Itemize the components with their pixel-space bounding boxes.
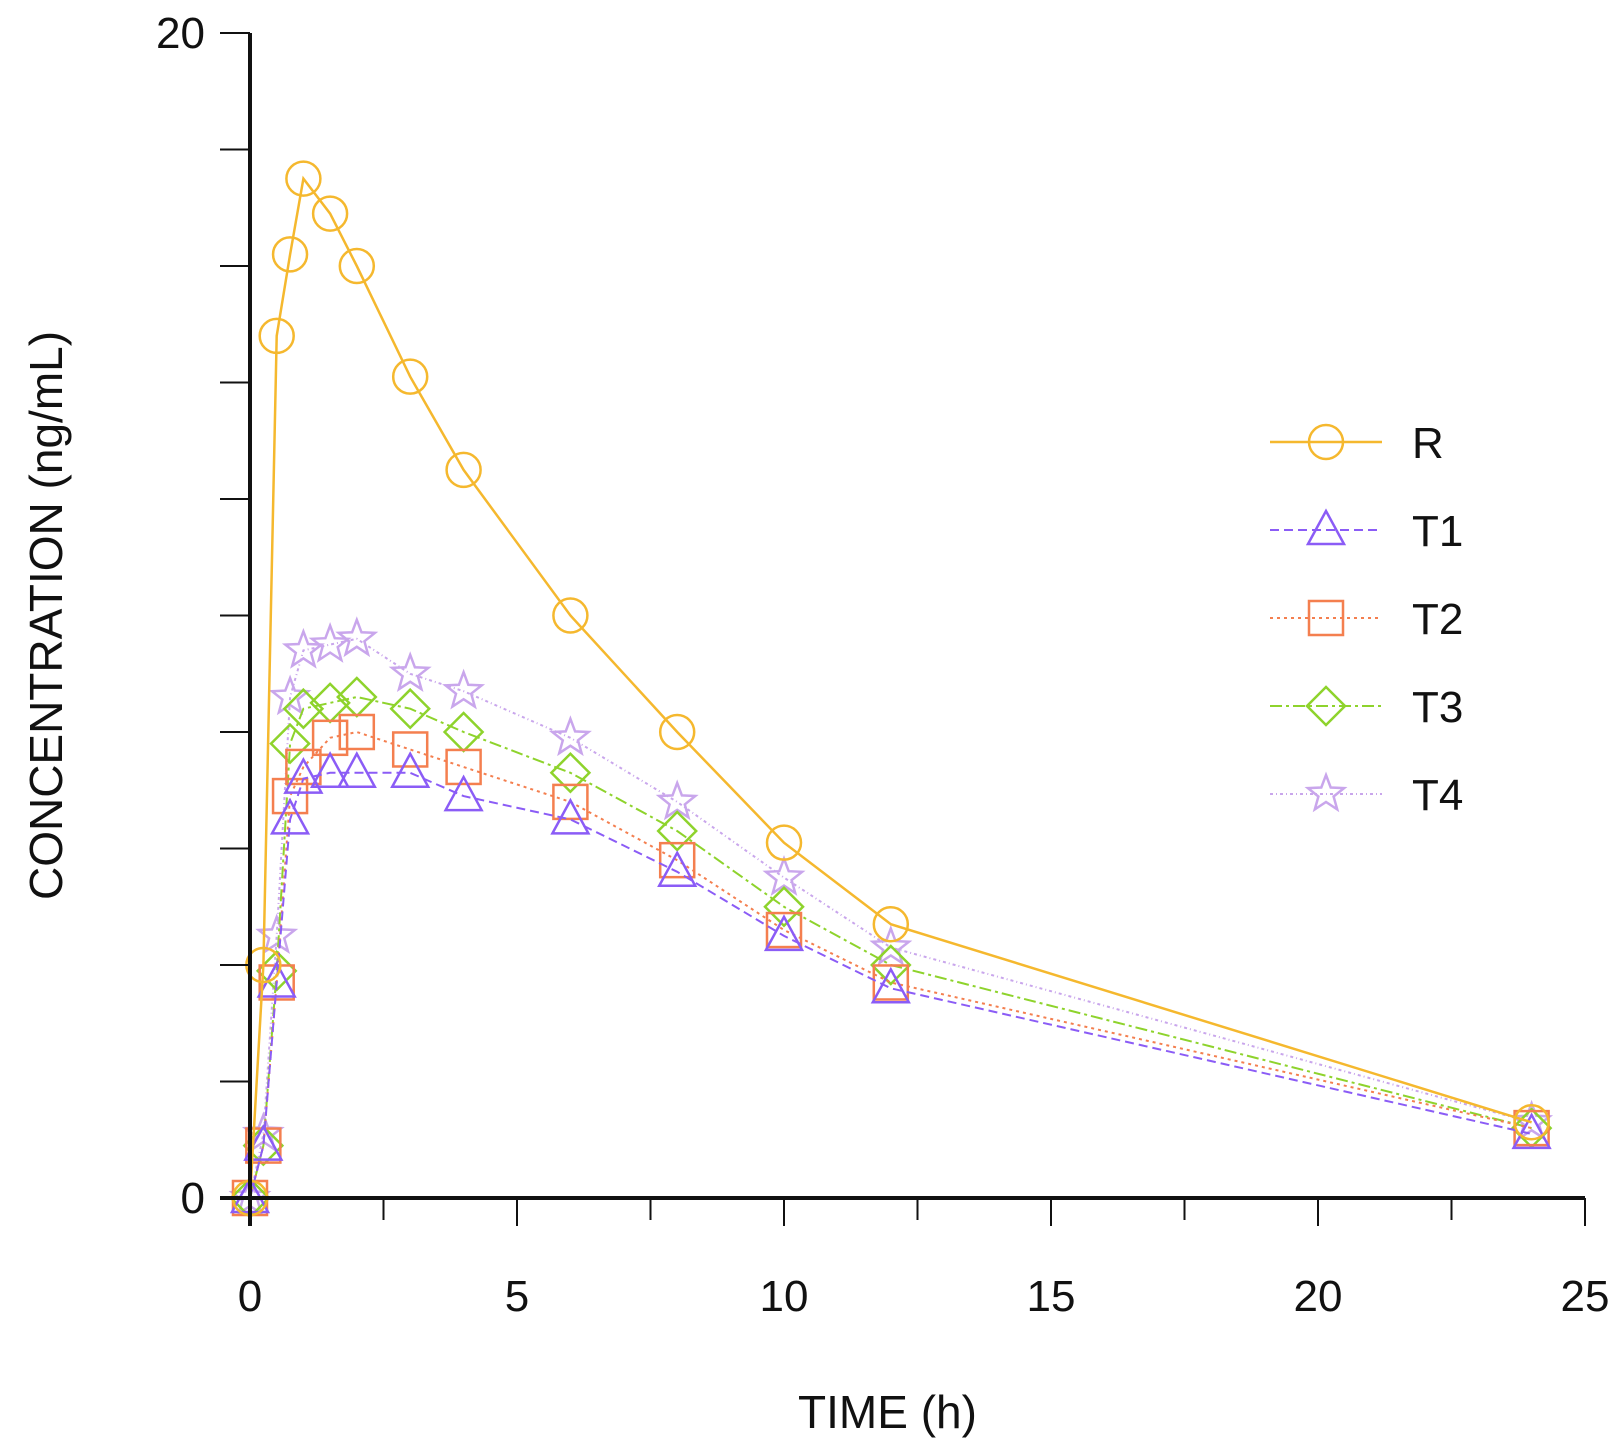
data-point-t4: [869, 924, 913, 966]
series-line-t3: [249, 695, 1532, 1199]
legend-label-t4: T4: [1412, 771, 1463, 820]
data-point-t1: [870, 966, 911, 1004]
data-point-t1: [443, 774, 484, 812]
legend-item-r: R: [1270, 419, 1444, 468]
data-point-t1: [256, 960, 297, 998]
data-point-t2: [552, 783, 589, 821]
data-point-t3: [763, 885, 805, 928]
data-point-t3: [282, 687, 325, 730]
data-point-t4: [308, 622, 352, 663]
legend-item-t1: T1: [1270, 507, 1463, 556]
data-point-t1: [763, 914, 805, 952]
data-point-r: [285, 160, 322, 197]
series-layer: [228, 160, 1554, 1219]
x-tick-label: 15: [1027, 1272, 1076, 1321]
series-line-r: [248, 175, 1532, 1199]
series-line-t1: [249, 771, 1532, 1199]
data-point-t4: [442, 668, 486, 710]
legend-item-t4: T4: [1270, 771, 1463, 820]
data-point-t2: [338, 713, 376, 751]
data-point-r: [445, 451, 482, 489]
data-point-t2: [285, 748, 322, 786]
legend-label-r: R: [1412, 419, 1444, 468]
series-t2: [231, 713, 1550, 1217]
data-point-t4: [388, 651, 432, 692]
data-point-t3: [549, 752, 592, 794]
x-ticks: 0 5 10 15 20 25: [238, 1198, 1610, 1321]
data-point-t2: [271, 777, 309, 815]
data-point-t3: [269, 722, 311, 765]
data-point-t1: [336, 751, 377, 789]
x-tick-label: 0: [238, 1272, 262, 1321]
x-tick-label: 5: [505, 1272, 529, 1321]
data-point-t3: [870, 944, 912, 986]
data-point-r: [552, 597, 589, 634]
data-point-t4: [335, 616, 379, 658]
legend-item-t2: T2: [1270, 595, 1463, 644]
data-point-t3: [389, 687, 431, 730]
series-t3: [229, 676, 1553, 1219]
y-tick-label: 0: [181, 1174, 205, 1223]
legend-marker-t3: [1305, 685, 1347, 727]
data-point-t2: [391, 731, 429, 768]
data-point-t2: [658, 841, 696, 879]
x-tick-label: 25: [1561, 1272, 1610, 1321]
legend-marker-t1: [1305, 508, 1347, 546]
legend-item-t3: T3: [1270, 683, 1463, 732]
data-point-r: [311, 195, 349, 232]
data-point-r: [258, 317, 295, 355]
data-point-t4: [548, 715, 592, 757]
x-tick-label: 10: [760, 1272, 809, 1321]
x-axis-title: TIME (h): [798, 1386, 977, 1438]
data-point-t1: [269, 797, 311, 835]
data-point-r: [391, 358, 429, 395]
legend: R T1 T2 T3 T4: [1270, 419, 1463, 820]
y-tick-label: 20: [156, 9, 205, 58]
x-tick-label: 20: [1294, 1272, 1343, 1321]
data-point-r: [658, 713, 696, 751]
data-point-r: [872, 905, 910, 943]
data-point-r: [271, 236, 309, 273]
legend-label-t1: T1: [1412, 507, 1463, 556]
legend-marker-t2: [1307, 599, 1345, 637]
legend-marker-t4: [1304, 771, 1348, 813]
data-point-t1: [390, 751, 431, 789]
axes-layer: 0 20 0 5 10 15 20 25 TIME (h) CONCENTRATION (n…: [20, 9, 1609, 1438]
series-t4: [228, 616, 1554, 1217]
data-point-t4: [655, 779, 699, 821]
legend-label-t2: T2: [1412, 595, 1463, 644]
data-point-r: [1513, 1104, 1550, 1141]
data-point-r: [338, 247, 376, 285]
legend-marker-r: [1307, 423, 1345, 461]
data-point-t1: [283, 756, 324, 794]
data-point-t1: [309, 751, 351, 789]
data-point-t2: [872, 964, 910, 1001]
y-ticks: 0 20: [156, 9, 250, 1223]
data-point-t4: [281, 627, 325, 669]
legend-label-t3: T3: [1412, 683, 1463, 732]
data-point-t2: [765, 911, 803, 949]
y-axis-title: CONCENTRATION (ng/mL): [20, 331, 72, 900]
data-point-t1: [657, 850, 698, 888]
data-point-t2: [445, 748, 482, 786]
data-point-t4: [762, 855, 806, 896]
series-line-t4: [249, 637, 1532, 1199]
data-point-t3: [656, 810, 698, 852]
data-point-t1: [1511, 1112, 1552, 1150]
data-point-t4: [1510, 1099, 1554, 1141]
data-point-r: [765, 824, 803, 861]
series-r: [231, 160, 1550, 1217]
data-point-t1: [550, 797, 591, 835]
